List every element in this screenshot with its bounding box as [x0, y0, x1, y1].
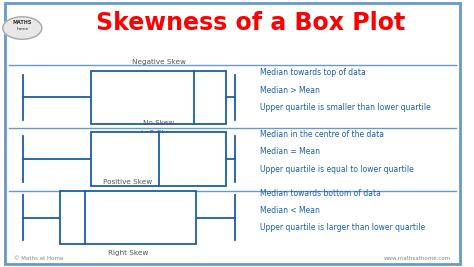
Bar — [60, 191, 196, 244]
Text: Negative Skew: Negative Skew — [132, 59, 185, 65]
Circle shape — [3, 17, 42, 39]
Text: MATHS: MATHS — [13, 20, 32, 25]
Text: Median > Mean: Median > Mean — [260, 86, 320, 95]
Text: Median towards bottom of data: Median towards bottom of data — [260, 189, 381, 198]
Text: www.mathsathome.com: www.mathsathome.com — [383, 256, 451, 261]
Bar — [91, 71, 226, 124]
Text: Positive Skew: Positive Skew — [103, 179, 153, 185]
Text: Skewness of a Box Plot: Skewness of a Box Plot — [96, 11, 406, 35]
Text: Right Skew: Right Skew — [108, 250, 148, 256]
Text: home: home — [16, 27, 28, 31]
Text: Symmetric: Symmetric — [139, 191, 178, 197]
Bar — [91, 132, 226, 186]
Text: Left Skew: Left Skew — [141, 130, 176, 136]
Text: Median in the centre of the data: Median in the centre of the data — [260, 130, 384, 139]
Text: Upper quartile is equal to lower quartile: Upper quartile is equal to lower quartil… — [260, 164, 414, 174]
Text: Upper quartile is smaller than lower quartile: Upper quartile is smaller than lower qua… — [260, 103, 431, 112]
FancyBboxPatch shape — [5, 3, 460, 264]
Text: No Skew: No Skew — [143, 120, 174, 126]
Text: Median < Mean: Median < Mean — [260, 206, 320, 215]
Text: © Maths at Home: © Maths at Home — [14, 256, 64, 261]
Text: Median towards top of data: Median towards top of data — [260, 68, 366, 77]
Text: Median = Mean: Median = Mean — [260, 147, 320, 156]
Text: Upper quartile is larger than lower quartile: Upper quartile is larger than lower quar… — [260, 223, 426, 232]
